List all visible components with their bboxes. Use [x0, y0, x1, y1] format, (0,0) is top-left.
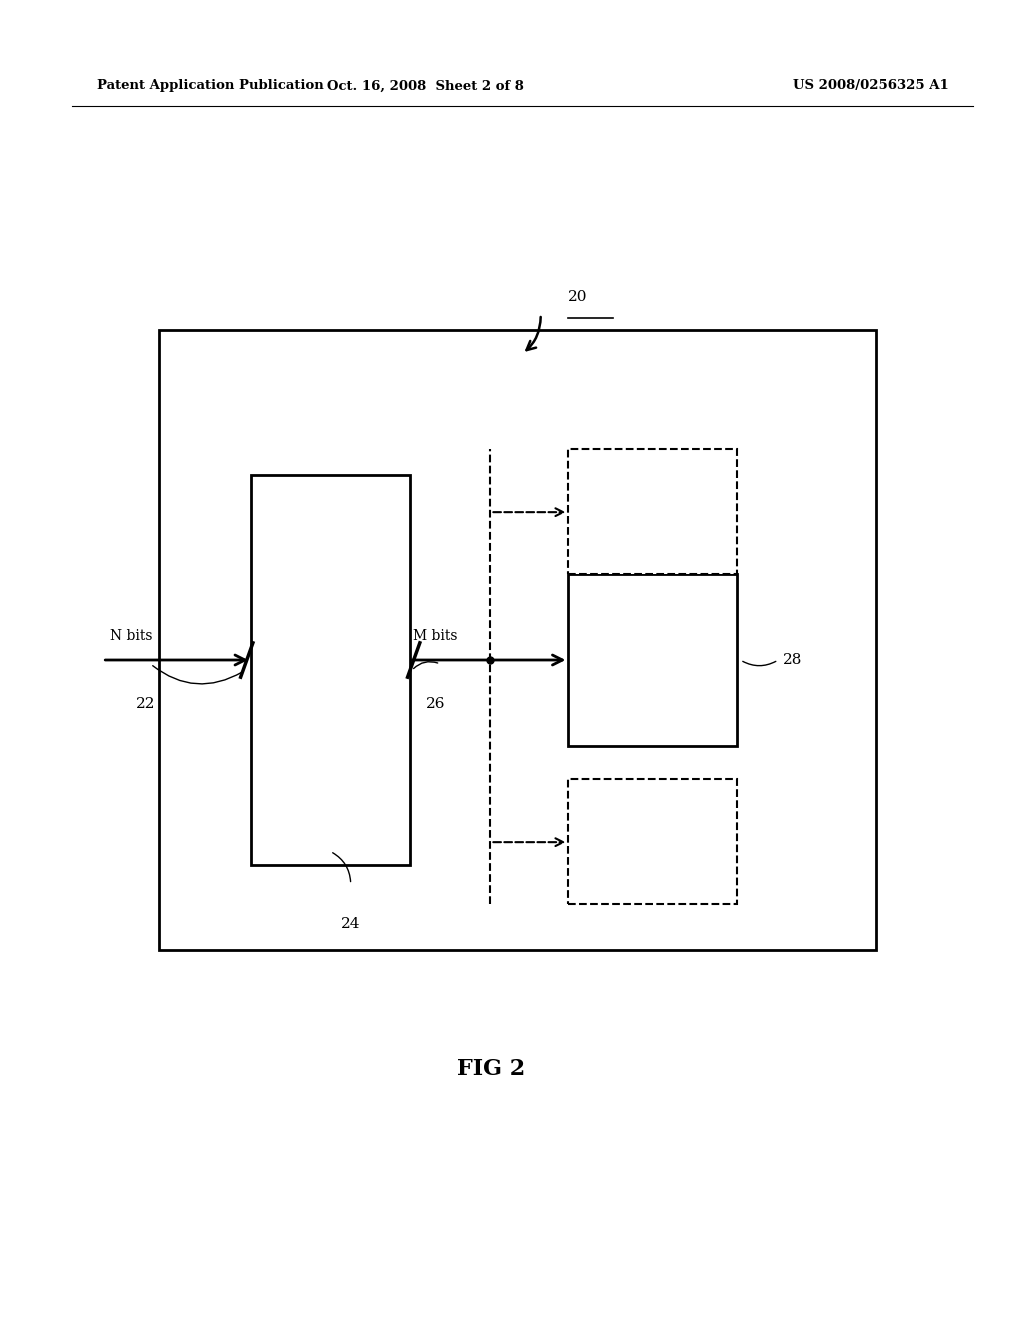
Text: 22: 22 [135, 697, 156, 711]
Bar [568, 449, 737, 574]
Bar [251, 475, 410, 865]
Text: Oct. 16, 2008  Sheet 2 of 8: Oct. 16, 2008 Sheet 2 of 8 [327, 79, 523, 92]
Text: 20: 20 [568, 290, 588, 304]
Text: US 2008/0256325 A1: US 2008/0256325 A1 [793, 79, 948, 92]
Text: N bits: N bits [110, 628, 153, 643]
Text: 24: 24 [341, 917, 360, 932]
Text: FIG 2: FIG 2 [458, 1059, 525, 1080]
Bar [568, 779, 737, 904]
Text: M bits: M bits [413, 628, 457, 643]
Text: 28: 28 [783, 653, 803, 667]
Bar [568, 574, 737, 746]
Text: Patent Application Publication: Patent Application Publication [97, 79, 324, 92]
Text: 26: 26 [425, 697, 445, 711]
Bar [159, 330, 876, 950]
